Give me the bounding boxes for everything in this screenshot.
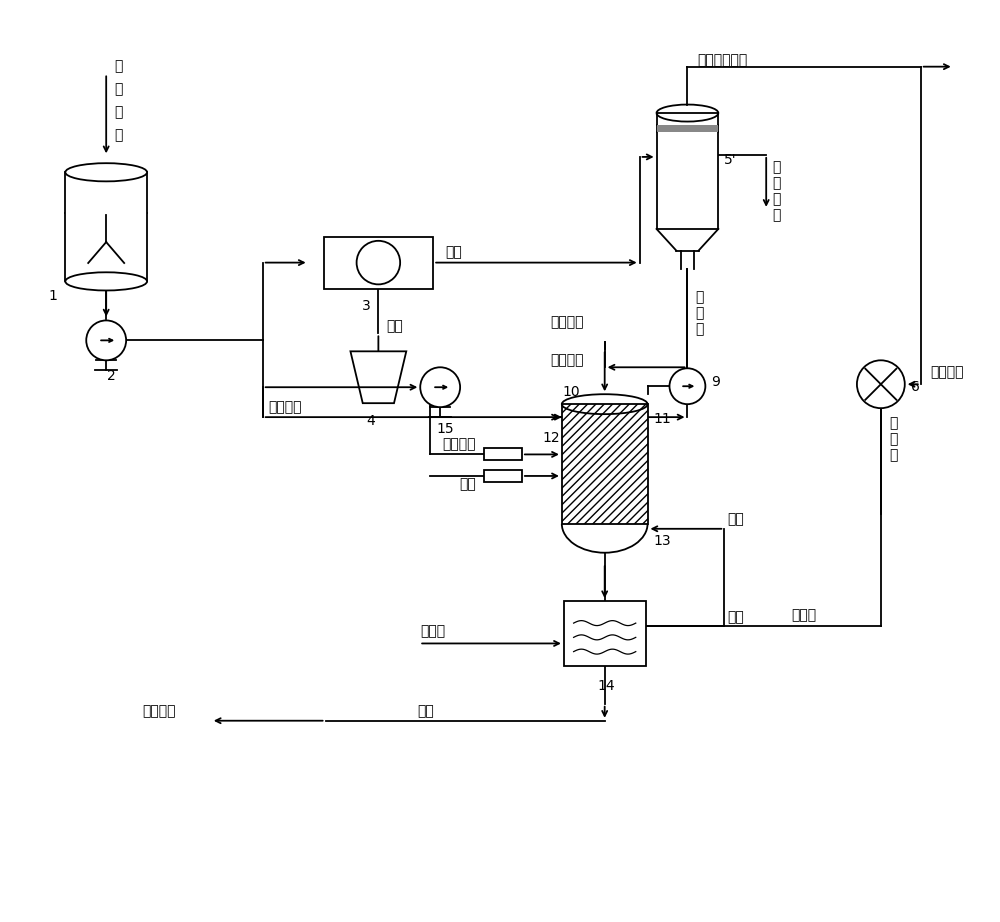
Text: 13: 13: [654, 534, 671, 548]
Text: 9: 9: [711, 375, 720, 389]
Circle shape: [357, 241, 400, 284]
Text: 新鲜水: 新鲜水: [420, 624, 445, 638]
Text: 热浓缩液: 热浓缩液: [550, 353, 583, 367]
Bar: [484, 448, 522, 460]
Text: 蒸汽: 蒸汽: [727, 610, 744, 624]
Text: 10: 10: [563, 385, 580, 399]
Text: 去往脱硫: 去往脱硫: [931, 365, 964, 379]
Circle shape: [86, 321, 126, 361]
Text: 液: 液: [114, 128, 123, 142]
Text: 滤液: 滤液: [445, 245, 462, 260]
Text: 热浓缩液: 热浓缩液: [269, 400, 302, 414]
Bar: [562, 404, 648, 524]
Circle shape: [857, 361, 905, 408]
Polygon shape: [350, 351, 406, 403]
Text: 冷
凝
液: 冷 凝 液: [889, 416, 897, 462]
Bar: [564, 601, 646, 666]
Text: 蒸汽: 蒸汽: [727, 512, 744, 526]
Bar: [657, 125, 718, 132]
Text: 2: 2: [107, 369, 116, 384]
Text: 脱: 脱: [114, 59, 123, 74]
Text: 4: 4: [366, 414, 375, 428]
Text: 5': 5': [724, 153, 737, 167]
Bar: [657, 113, 718, 229]
Text: 热
解
气: 热 解 气: [695, 290, 704, 337]
Bar: [324, 237, 433, 289]
Bar: [484, 470, 522, 482]
Text: 氧气: 氧气: [459, 477, 476, 491]
Text: 冷凝水: 冷凝水: [791, 609, 816, 622]
Text: 滤渣: 滤渣: [386, 319, 403, 334]
Text: 废: 废: [114, 105, 123, 119]
Ellipse shape: [65, 163, 147, 182]
Text: 浓
缩
废
液: 浓 缩 废 液: [772, 160, 781, 222]
Text: 6: 6: [911, 380, 920, 395]
Circle shape: [420, 367, 460, 408]
Ellipse shape: [65, 272, 147, 290]
Text: 硫: 硫: [114, 82, 123, 97]
Circle shape: [669, 368, 705, 404]
Text: 15: 15: [436, 422, 454, 436]
Text: 碱液: 碱液: [417, 703, 434, 717]
Text: 热浓缩液: 热浓缩液: [550, 315, 583, 329]
Text: 焦炉煤气: 焦炉煤气: [443, 437, 476, 452]
Text: 3: 3: [362, 300, 371, 313]
Bar: [65, 172, 147, 281]
Text: 提供碱源: 提供碱源: [142, 703, 176, 717]
Text: 11: 11: [654, 412, 671, 426]
Text: 热解气及蒸汽: 热解气及蒸汽: [697, 53, 748, 67]
Text: 1: 1: [48, 290, 57, 303]
Text: 14: 14: [598, 679, 615, 692]
Text: 12: 12: [542, 431, 560, 444]
